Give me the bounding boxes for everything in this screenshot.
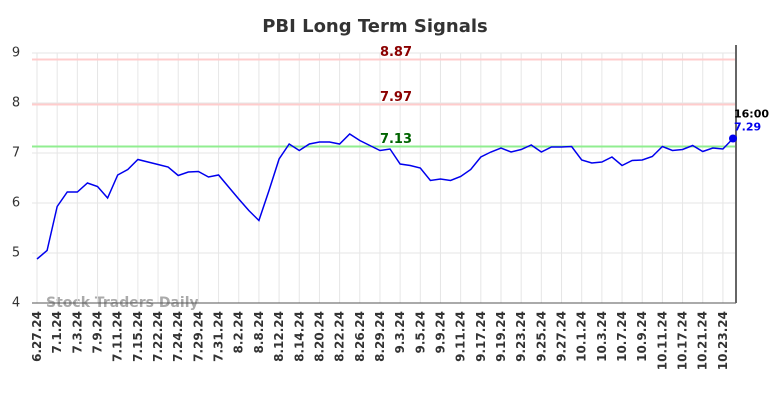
x-tick-label: 9.5.24	[413, 311, 427, 354]
reference-label: 8.87	[380, 45, 412, 60]
y-tick-label: 6	[12, 196, 20, 211]
x-tick-label: 7.29.24	[191, 311, 205, 362]
x-tick-label: 10.7.24	[615, 311, 629, 362]
x-tick-label: 8.26.24	[353, 311, 367, 362]
x-tick-label: 8.22.24	[333, 311, 347, 362]
x-tick-label: 9.25.24	[534, 311, 548, 362]
x-tick-label: 10.21.24	[696, 311, 710, 370]
x-tick-label: 9.19.24	[494, 311, 508, 362]
x-tick-label: 7.31.24	[212, 311, 226, 362]
reference-label: 7.13	[380, 132, 412, 147]
x-tick-label: 7.3.24	[70, 311, 84, 354]
chart-title: PBI Long Term Signals	[262, 16, 488, 37]
x-tick-label: 9.9.24	[433, 311, 447, 354]
x-tick-label: 9.17.24	[474, 311, 488, 362]
x-tick-label: 9.27.24	[555, 311, 569, 362]
x-tick-label: 10.11.24	[655, 311, 669, 370]
x-tick-label: 7.1.24	[50, 311, 64, 354]
y-tick-label: 5	[12, 246, 20, 261]
y-tick-label: 7	[12, 146, 20, 161]
x-tick-label: 7.15.24	[131, 311, 145, 362]
x-tick-label: 7.9.24	[91, 311, 105, 354]
x-tick-label: 10.1.24	[575, 311, 589, 362]
reference-label: 7.97	[380, 90, 412, 105]
x-tick-label: 10.3.24	[595, 311, 609, 362]
series-line	[36, 133, 734, 260]
y-tick-label: 8	[12, 96, 20, 111]
x-tick-label: 8.8.24	[252, 311, 266, 354]
x-tick-label: 7.11.24	[111, 311, 125, 362]
x-tick-label: 7.22.24	[151, 311, 165, 362]
last-time-label: 16:00	[734, 108, 769, 121]
x-tick-label: 10.9.24	[635, 311, 649, 362]
x-tick-label: 8.20.24	[312, 311, 326, 362]
y-tick-label: 4	[12, 296, 20, 311]
last-point	[729, 134, 737, 143]
x-tick-label: 10.17.24	[676, 311, 690, 370]
x-tick-label: 8.12.24	[272, 311, 286, 362]
x-tick-label: 8.14.24	[292, 311, 306, 362]
x-tick-label: 10.23.24	[716, 311, 730, 370]
x-tick-label: 8.29.24	[373, 311, 387, 362]
x-tick-label: 7.24.24	[171, 311, 185, 362]
last-value-label: 7.29	[734, 121, 761, 134]
x-tick-label: 9.11.24	[454, 311, 468, 362]
x-tick-label: 8.2.24	[232, 311, 246, 354]
x-tick-label: 9.23.24	[514, 311, 528, 362]
y-tick-label: 9	[12, 46, 20, 61]
x-tick-label: 9.3.24	[393, 311, 407, 354]
x-tick-label: 6.27.24	[30, 311, 44, 362]
